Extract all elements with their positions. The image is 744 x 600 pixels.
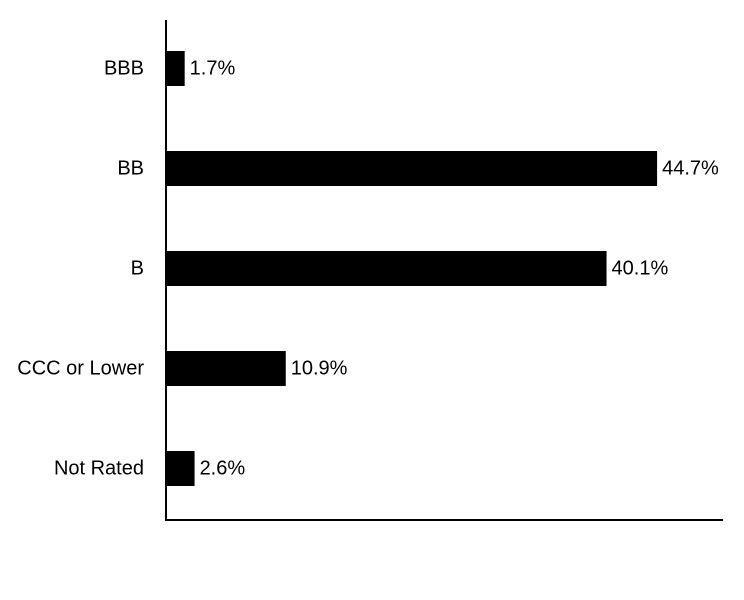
value-label-bbb: 1.7% [190,58,236,80]
value-label-not-rated: 2.6% [200,458,246,480]
bar-not-rated [166,451,195,486]
category-label-b: B [131,258,144,280]
value-label-bb: 44.7% [662,158,719,180]
value-label-ccc-or-lower: 10.9% [291,358,348,380]
category-label-ccc-or-lower: CCC or Lower [17,358,144,380]
value-label-b: 40.1% [612,258,669,280]
category-label-not-rated: Not Rated [54,458,144,480]
labels-group: BBB 1.7% BB 44.7% B 40.1% CCC or Lower 10.9% Not… [17,58,719,480]
category-label-bbb: BBB [104,58,144,80]
bar-bbb [166,51,185,86]
category-label-bb: BB [117,158,144,180]
bar-b [166,251,607,286]
bar-ccc-or-lower [166,351,286,386]
bar-bb [166,151,658,186]
bars-group [166,51,658,486]
